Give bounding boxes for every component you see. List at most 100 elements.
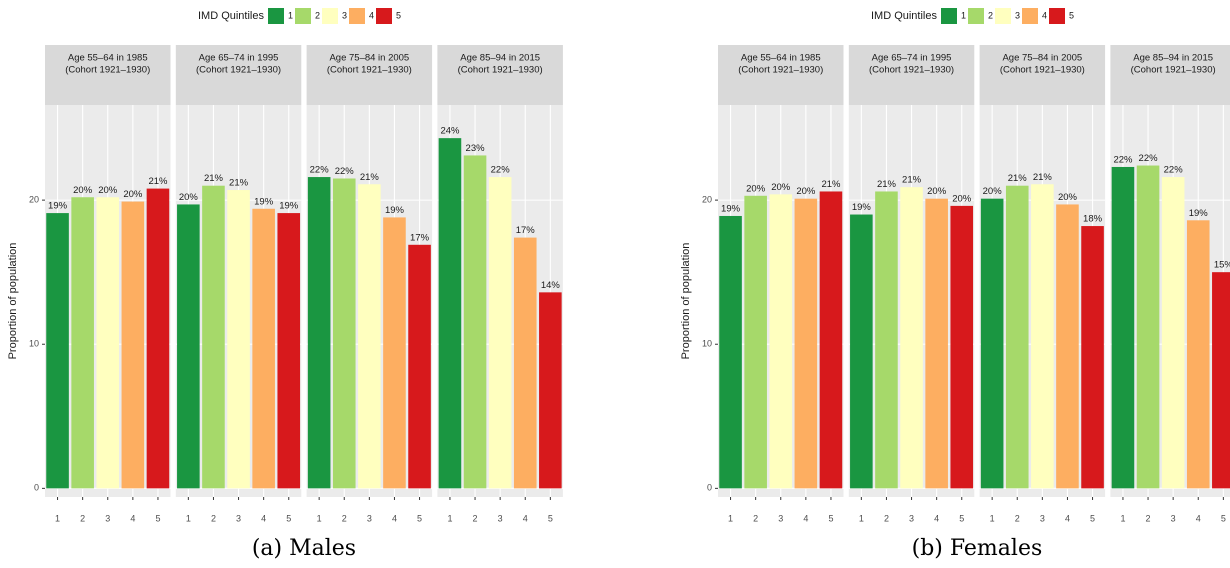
- caption: (a) Males: [252, 536, 356, 561]
- legend-key: [941, 8, 957, 24]
- bar: [1186, 220, 1210, 489]
- x-tick-label: 5: [1221, 513, 1226, 523]
- bar: [1212, 272, 1230, 489]
- x-tick-label: 4: [1065, 513, 1070, 523]
- bar: [252, 208, 275, 489]
- value-label: 22%: [335, 166, 355, 177]
- bar: [980, 198, 1004, 489]
- bar: [925, 198, 948, 489]
- x-tick-label: 2: [80, 513, 85, 523]
- x-tick-label: 1: [859, 513, 864, 523]
- value-label: 15%: [1214, 260, 1230, 271]
- strip: [437, 45, 563, 105]
- strip-label: (Cohort 1921–1930): [458, 65, 543, 76]
- bar: [539, 292, 562, 489]
- strip: [306, 45, 433, 105]
- bar: [277, 213, 301, 489]
- y-tick-label: 10: [702, 339, 712, 349]
- legend-title: IMD Quintiles: [198, 10, 265, 22]
- legend-key: [349, 8, 365, 24]
- strip-label: (Cohort 1921–1930): [1131, 65, 1216, 76]
- y-tick-label: 20: [29, 194, 39, 204]
- bar: [177, 204, 200, 489]
- bar: [744, 195, 767, 489]
- bar: [769, 194, 793, 489]
- x-tick-label: 3: [1171, 513, 1176, 523]
- chart: IMD Quintiles 1 2 3 4 5 Proportion of populati…: [7, 8, 563, 561]
- x-tick-label: 3: [1040, 513, 1045, 523]
- strip-label: Age 65–74 in 1995: [872, 53, 952, 64]
- strip-label: (Cohort 1921–1930): [65, 65, 150, 76]
- y-axis-label: Proportion of population: [7, 243, 19, 360]
- value-label: 21%: [204, 173, 224, 184]
- value-label: 19%: [385, 205, 405, 216]
- bar: [408, 244, 431, 489]
- value-label: 20%: [927, 186, 947, 197]
- bar: [358, 184, 381, 489]
- x-tick-label: 4: [803, 513, 808, 523]
- value-label: 19%: [48, 201, 68, 212]
- value-label: 21%: [229, 178, 249, 189]
- legend-key: [322, 8, 338, 24]
- legend-title: IMD Quintiles: [871, 10, 938, 22]
- value-label: 20%: [952, 193, 972, 204]
- y-tick-label: 0: [34, 483, 39, 493]
- value-label: 17%: [516, 225, 536, 236]
- x-tick-label: 3: [778, 513, 783, 523]
- legend-key: [268, 8, 284, 24]
- bar: [850, 214, 873, 489]
- value-label: 22%: [1164, 165, 1184, 176]
- bar: [1136, 165, 1160, 489]
- strip-label: Age 85–94 in 2015: [460, 53, 540, 64]
- x-tick-label: 1: [990, 513, 995, 523]
- legend-label: 2: [315, 10, 320, 20]
- value-label: 20%: [796, 186, 816, 197]
- legend-label: 3: [1015, 10, 1020, 20]
- legend-label: 5: [396, 10, 401, 20]
- bar: [875, 191, 898, 489]
- bar: [1111, 166, 1135, 489]
- value-label: 21%: [148, 176, 168, 187]
- value-label: 17%: [410, 232, 430, 243]
- strip: [979, 45, 1106, 105]
- bar: [1161, 177, 1185, 489]
- legend-label: 2: [988, 10, 993, 20]
- strip: [718, 45, 844, 105]
- value-label: 21%: [877, 179, 897, 190]
- bar: [719, 215, 742, 489]
- x-tick-label: 4: [523, 513, 528, 523]
- x-tick-label: 4: [392, 513, 397, 523]
- value-label: 21%: [1008, 173, 1028, 184]
- x-tick-label: 3: [105, 513, 110, 523]
- x-tick-label: 2: [884, 513, 889, 523]
- x-tick-label: 4: [261, 513, 266, 523]
- x-tick-label: 5: [417, 513, 422, 523]
- x-tick-label: 3: [498, 513, 503, 523]
- value-label: 19%: [279, 201, 299, 212]
- strip: [45, 45, 171, 105]
- bar: [1031, 184, 1054, 489]
- legend-key: [376, 8, 392, 24]
- bar: [96, 197, 120, 489]
- bar: [950, 205, 974, 489]
- bar: [71, 197, 94, 489]
- bar: [794, 198, 818, 489]
- bar: [1005, 185, 1029, 489]
- bar: [819, 191, 843, 489]
- value-label: 20%: [1058, 192, 1078, 203]
- value-label: 18%: [1083, 214, 1103, 225]
- x-tick-label: 2: [1146, 513, 1151, 523]
- strip: [175, 45, 302, 105]
- strip-label: (Cohort 1921–1930): [196, 65, 281, 76]
- strip-label: (Cohort 1921–1930): [738, 65, 823, 76]
- x-tick-label: 2: [753, 513, 758, 523]
- strip: [1110, 45, 1230, 105]
- bar: [900, 187, 923, 489]
- strip-label: (Cohort 1921–1930): [869, 65, 954, 76]
- value-label: 21%: [902, 175, 922, 186]
- bar: [488, 177, 512, 489]
- strip-label: Age 65–74 in 1995: [199, 53, 279, 64]
- y-tick-label: 20: [702, 194, 712, 204]
- x-tick-label: 3: [367, 513, 372, 523]
- legend-label: 1: [288, 10, 293, 20]
